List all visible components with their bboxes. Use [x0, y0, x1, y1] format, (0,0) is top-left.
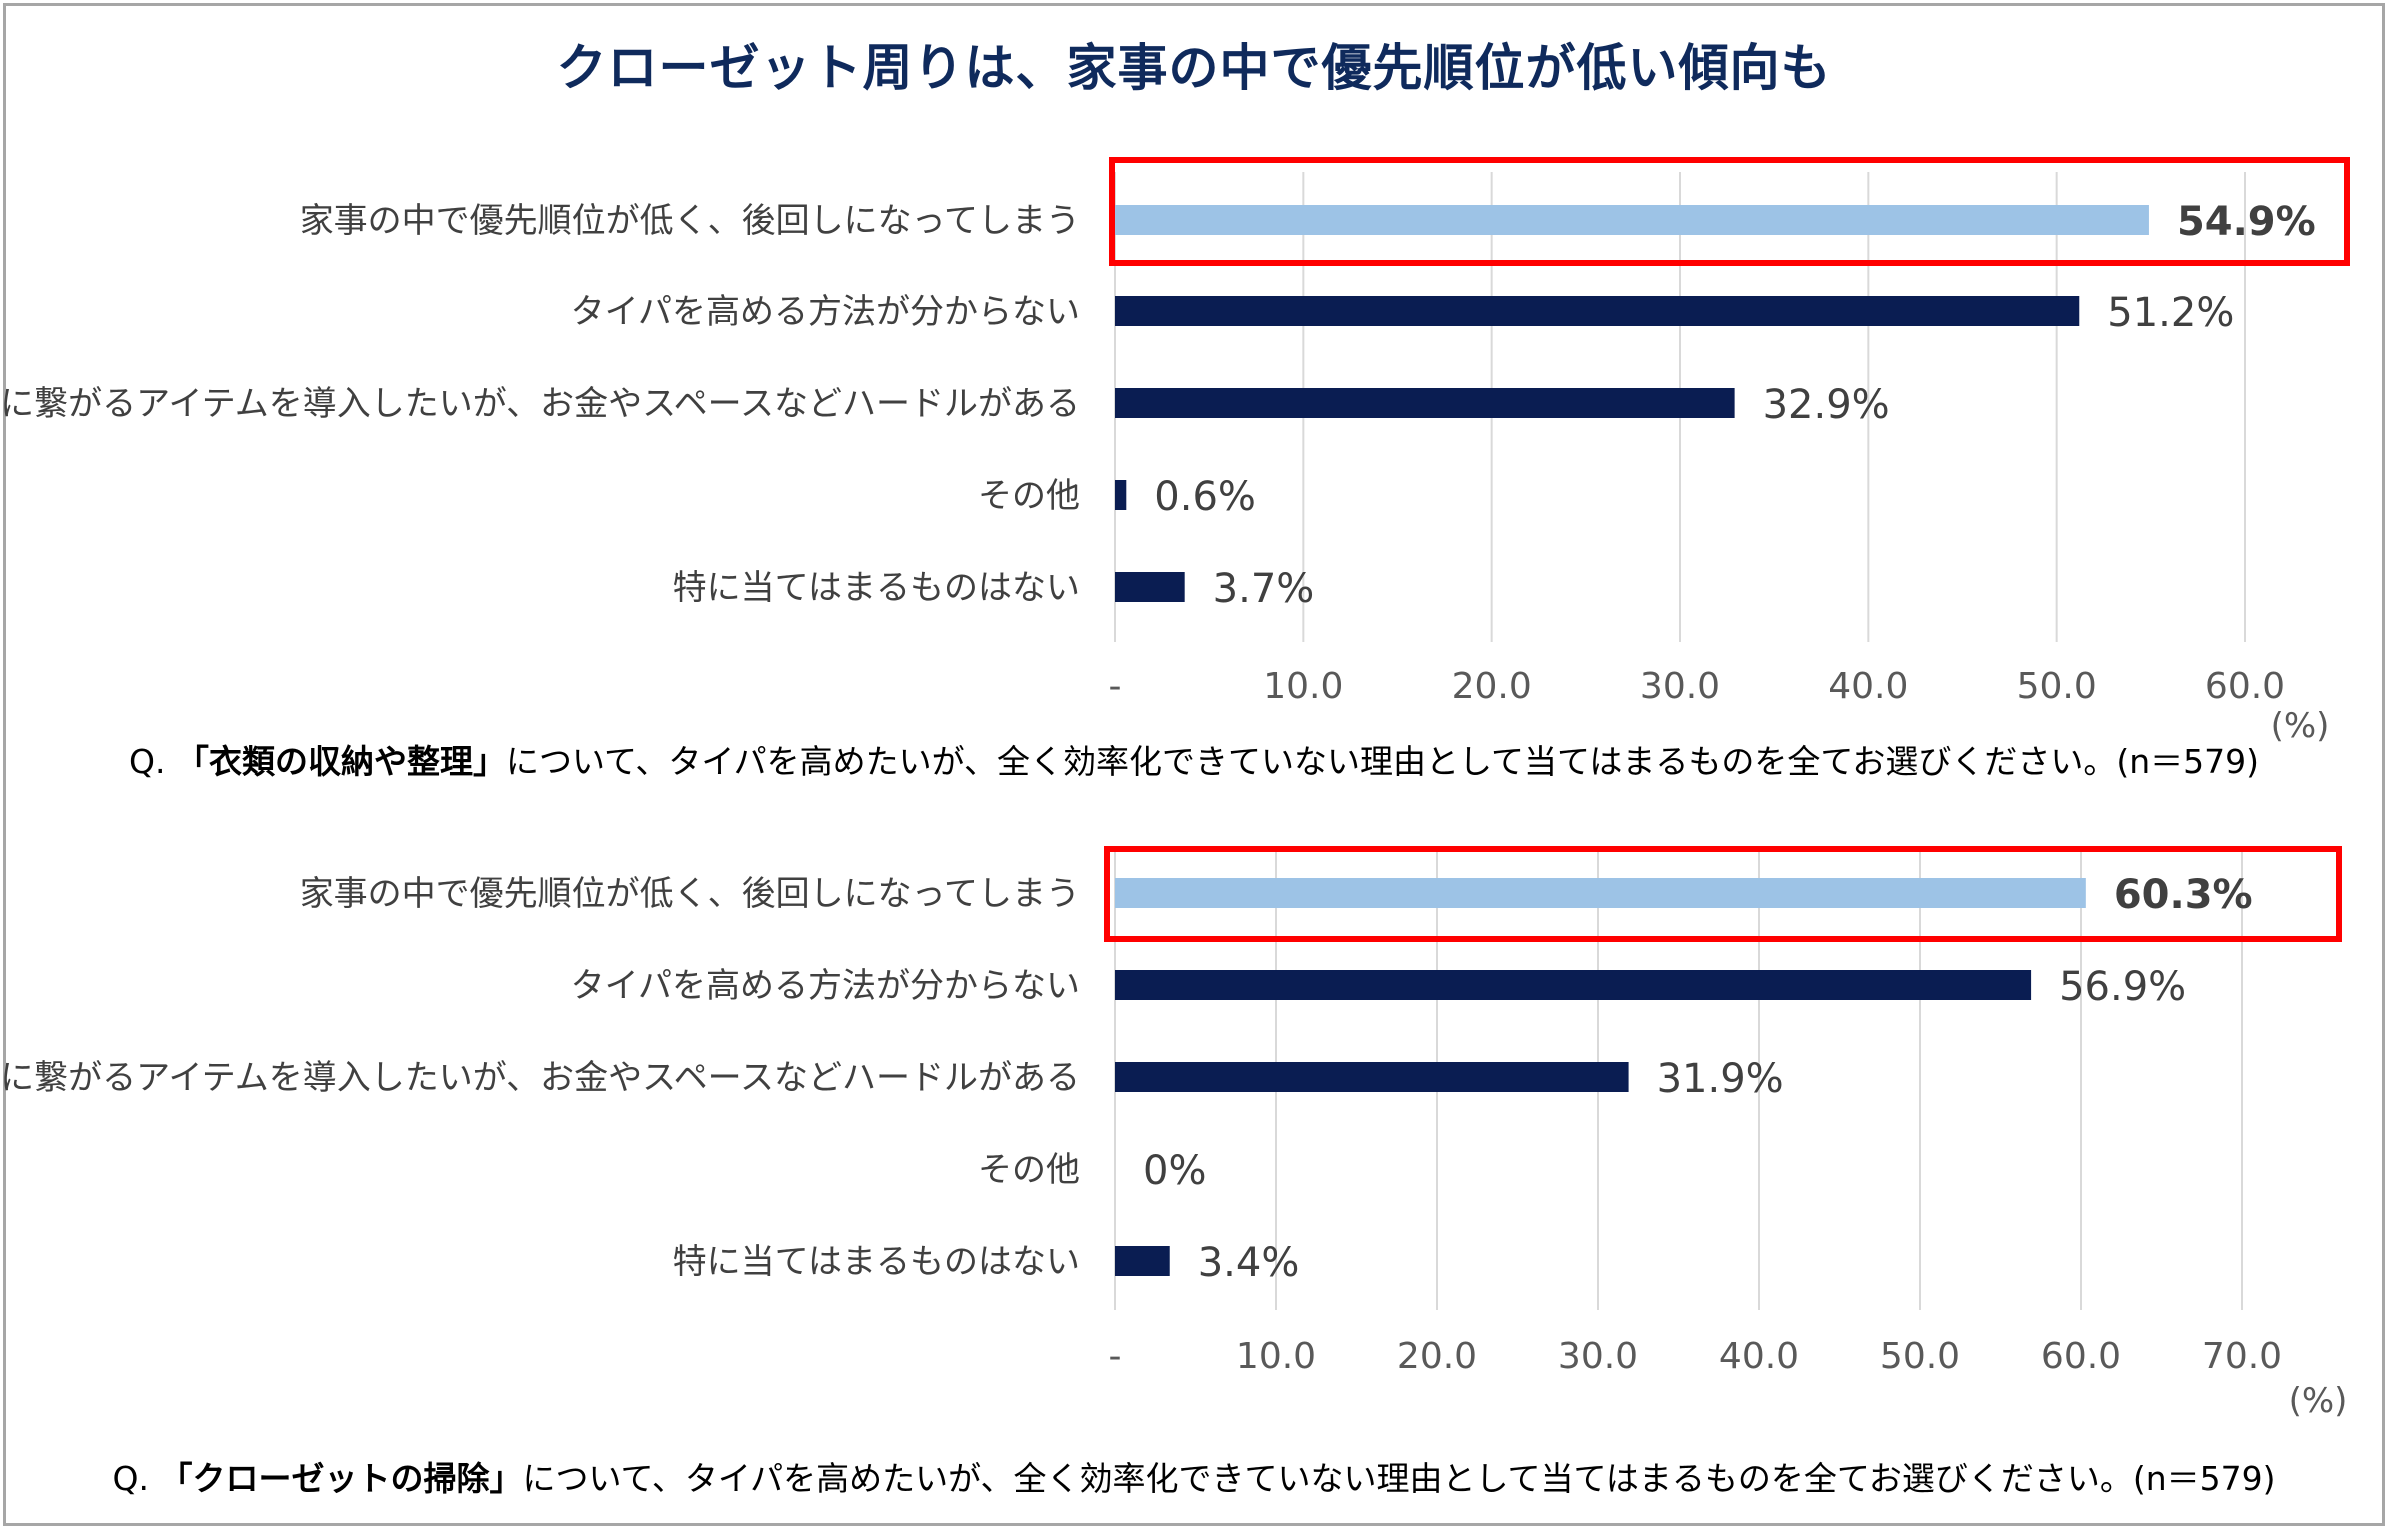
- chart2-bar: [1115, 1246, 1170, 1276]
- chart1-bar: [1115, 480, 1127, 510]
- question-1: Q. 「衣類の収納や整理」について、タイパを高めたいが、全く効率化できていない理…: [0, 735, 2388, 783]
- chart2-axis-unit: (%): [2289, 1381, 2348, 1421]
- chart2-tick-label: -: [1109, 1336, 1122, 1377]
- chart1-tick-label: -: [1109, 666, 1122, 707]
- chart2-value-label: 60.3%: [2114, 872, 2253, 918]
- chart1-value-label: 32.9%: [1763, 382, 1890, 428]
- chart2-highlight-box: [1104, 846, 2342, 942]
- chart1-tick-label: 10.0: [1263, 666, 1343, 707]
- question-1-prefix: Q.: [128, 742, 166, 781]
- chart1-bar: [1115, 388, 1735, 418]
- chart1-tick-label: 20.0: [1452, 666, 1532, 707]
- question-1-topic: 「衣類の収納や整理」: [175, 742, 506, 781]
- chart2-category-label: 家事の中で優先順位が低く、後回しになってしまう: [300, 874, 1080, 914]
- chart2-tick-label: 40.0: [1719, 1336, 1799, 1377]
- chart1-bar: [1115, 296, 2080, 326]
- chart1-category-label: タイパを高める方法が分からない: [571, 292, 1080, 332]
- chart1-tick-label: 30.0: [1640, 666, 1720, 707]
- chart2-tick-label: 10.0: [1236, 1336, 1316, 1377]
- question-2-text: について、タイパを高めたいが、全く効率化できていない理由として当てはまるものを全…: [522, 1459, 2276, 1498]
- chart1-bar: [1115, 572, 1185, 602]
- chart2-category-label: タイパを高める方法が分からない: [571, 966, 1080, 1006]
- chart2-tick-label: 70.0: [2202, 1336, 2282, 1377]
- chart2-bar: [1115, 1062, 1629, 1092]
- chart1-bar: [1115, 205, 2149, 235]
- chart2-value-label: 31.9%: [1657, 1056, 1784, 1102]
- chart1-axis-unit: (%): [2271, 706, 2330, 746]
- question-2: Q. 「クローゼットの掃除」について、タイパを高めたいが、全く効率化できていない…: [0, 1452, 2388, 1500]
- chart2-value-label: 3.4%: [1198, 1240, 1300, 1286]
- chart2-category-label: その他: [978, 1150, 1080, 1190]
- chart1-tick-label: 50.0: [2017, 666, 2097, 707]
- question-2-prefix: Q.: [112, 1459, 149, 1498]
- chart2-bar: [1115, 970, 2032, 1000]
- chart2-category-label: タイパに繋がるアイテムを導入したいが、お金やスペースなどハードルがある: [0, 1058, 1080, 1098]
- chart1-category-label: 特に当てはまるものはない: [673, 568, 1080, 608]
- chart2-tick-label: 60.0: [2041, 1336, 2121, 1377]
- chart1-tick-label: 60.0: [2205, 666, 2285, 707]
- chart2-value-label: 0%: [1143, 1148, 1206, 1194]
- chart1-value-label: 54.9%: [2177, 199, 2316, 245]
- chart1-category-label: その他: [978, 476, 1080, 516]
- figure-frame: [3, 3, 2385, 1526]
- chart1-category-label: 家事の中で優先順位が低く、後回しになってしまう: [300, 201, 1080, 241]
- question-2-topic: 「クローゼットの掃除」: [159, 1459, 523, 1498]
- chart1-category-label: タイパに繋がるアイテムを導入したいが、お金やスペースなどハードルがある: [0, 384, 1080, 424]
- chart2-category-label: 特に当てはまるものはない: [673, 1242, 1080, 1282]
- figure-title: クローゼット周りは、家事の中で優先順位が低い傾向も: [556, 39, 1832, 97]
- question-1-text: について、タイパを高めたいが、全く効率化できていない理由として当てはまるものを全…: [505, 742, 2260, 781]
- chart2-tick-label: 20.0: [1397, 1336, 1477, 1377]
- chart2-value-label: 56.9%: [2059, 964, 2186, 1010]
- chart1-value-label: 51.2%: [2107, 290, 2234, 336]
- chart1-value-label: 0.6%: [1154, 474, 1256, 520]
- chart1-tick-label: 40.0: [1828, 666, 1908, 707]
- chart2-tick-label: 30.0: [1558, 1336, 1638, 1377]
- chart2-tick-label: 50.0: [1880, 1336, 1960, 1377]
- chart2-bar: [1115, 878, 2086, 908]
- chart1-highlight-box: [1109, 157, 2350, 266]
- chart1-value-label: 3.7%: [1213, 566, 1315, 612]
